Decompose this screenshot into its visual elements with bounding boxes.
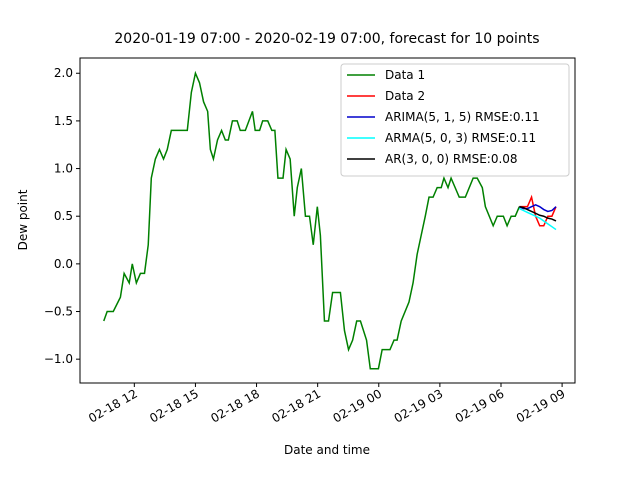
series-line bbox=[103, 70, 521, 370]
series-line bbox=[519, 205, 557, 222]
legend-label: ARIMA(5, 1, 5) RMSE:0.11 bbox=[385, 110, 540, 124]
chart-title: 2020-01-19 07:00 - 2020-02-19 07:00, for… bbox=[114, 31, 539, 47]
legend-label: ARMA(5, 0, 3) RMSE:0.11 bbox=[385, 131, 536, 145]
plot-frame bbox=[79, 57, 576, 384]
legend-label: Data 1 bbox=[385, 68, 425, 82]
y-tick-label: −0.5 bbox=[44, 305, 73, 319]
y-tick-label: 2.0 bbox=[54, 66, 73, 80]
legend-box bbox=[340, 63, 570, 177]
legend-label: Data 2 bbox=[385, 89, 425, 103]
y-tick-label: 1.5 bbox=[54, 114, 73, 128]
legend-label: AR(3, 0, 0) RMSE:0.08 bbox=[385, 152, 518, 166]
series-line bbox=[519, 194, 557, 227]
x-axis-label: Date and time bbox=[284, 443, 370, 457]
y-tick-label: −1.0 bbox=[44, 352, 73, 366]
y-tick-label: 0.5 bbox=[54, 209, 73, 223]
y-tick-label: 1.0 bbox=[54, 162, 73, 176]
y-tick-label: 0.0 bbox=[54, 257, 73, 271]
series-line bbox=[519, 207, 557, 231]
y-axis-label: Dew point bbox=[16, 189, 30, 250]
